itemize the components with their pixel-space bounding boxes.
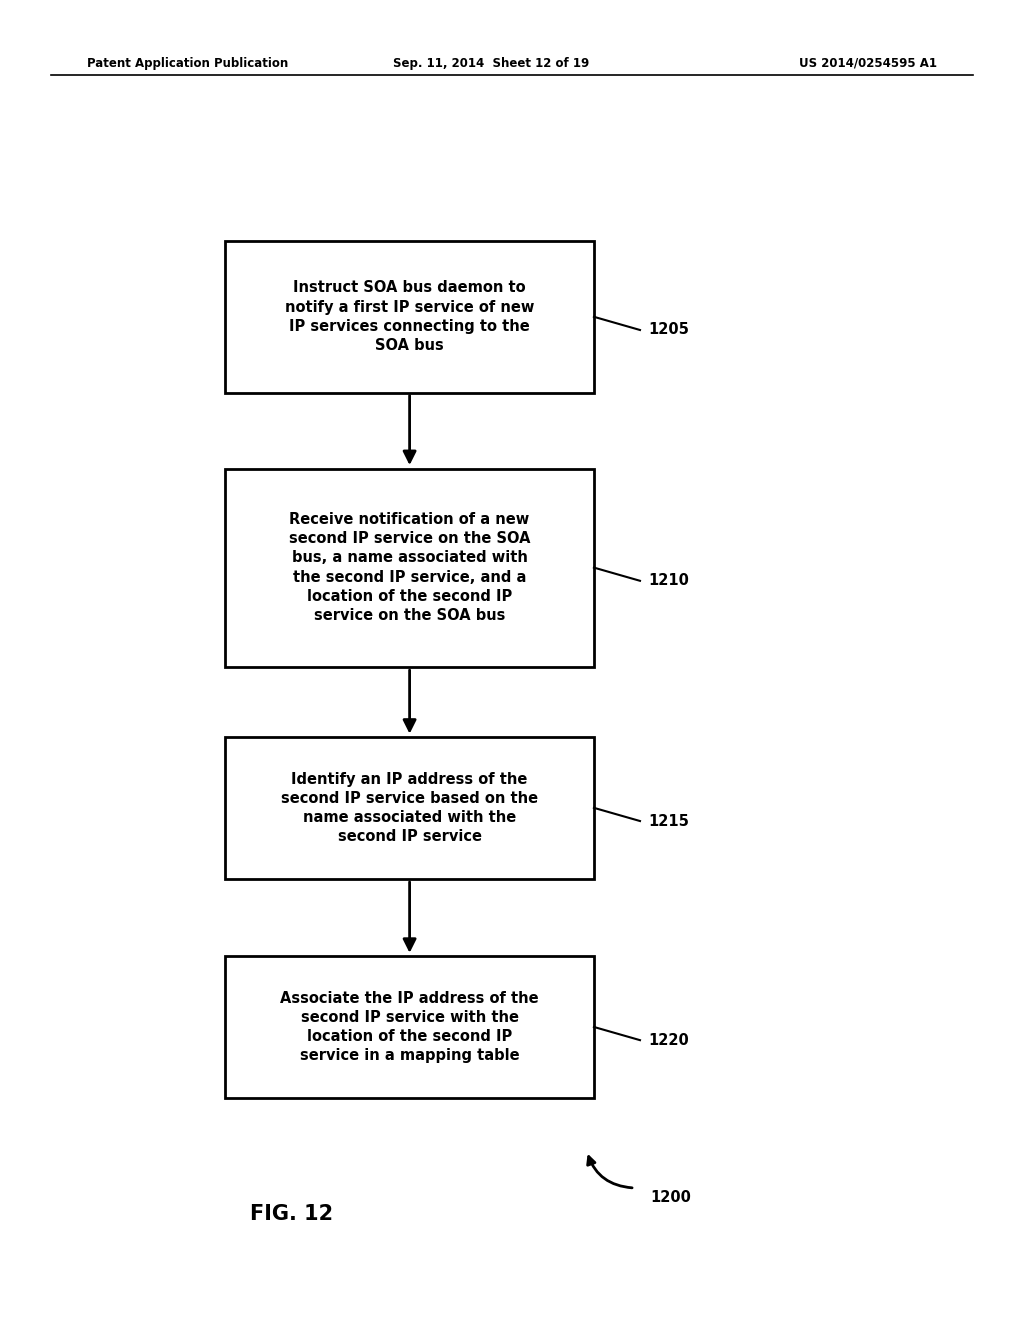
Text: FIG. 12: FIG. 12 (250, 1204, 334, 1225)
Text: US 2014/0254595 A1: US 2014/0254595 A1 (799, 57, 937, 70)
Text: 1200: 1200 (650, 1189, 691, 1205)
Text: 1210: 1210 (648, 573, 689, 589)
Text: 1215: 1215 (648, 813, 689, 829)
Text: Patent Application Publication: Patent Application Publication (87, 57, 289, 70)
Text: Receive notification of a new
second IP service on the SOA
bus, a name associate: Receive notification of a new second IP … (289, 512, 530, 623)
FancyBboxPatch shape (225, 737, 594, 879)
FancyBboxPatch shape (225, 242, 594, 393)
Text: 1220: 1220 (648, 1032, 689, 1048)
Text: Identify an IP address of the
second IP service based on the
name associated wit: Identify an IP address of the second IP … (281, 771, 539, 845)
FancyArrowPatch shape (588, 1156, 632, 1188)
FancyBboxPatch shape (225, 469, 594, 667)
FancyBboxPatch shape (225, 956, 594, 1098)
Text: 1205: 1205 (648, 322, 689, 338)
Text: Sep. 11, 2014  Sheet 12 of 19: Sep. 11, 2014 Sheet 12 of 19 (393, 57, 590, 70)
Text: Associate the IP address of the
second IP service with the
location of the secon: Associate the IP address of the second I… (281, 990, 539, 1064)
Text: Instruct SOA bus daemon to
notify a first IP service of new
IP services connecti: Instruct SOA bus daemon to notify a firs… (285, 281, 535, 352)
